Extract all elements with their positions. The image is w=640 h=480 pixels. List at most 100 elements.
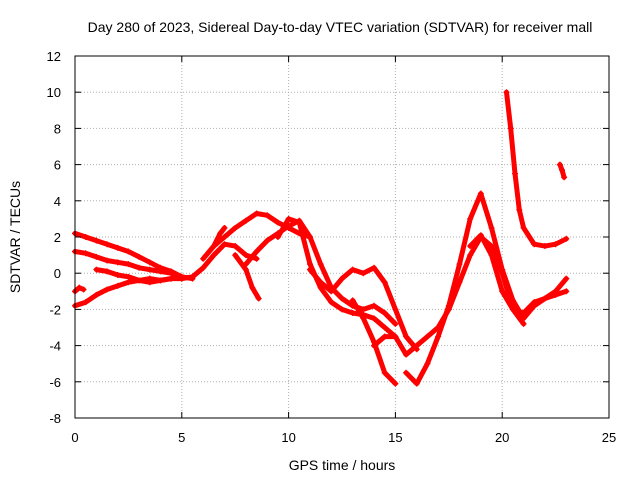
data-point: [467, 243, 474, 250]
y-tick-label: -2: [49, 302, 61, 317]
data-point: [509, 297, 516, 304]
data-point: [435, 333, 442, 340]
data-point: [424, 333, 431, 340]
data-point: [114, 272, 121, 279]
data-point: [210, 252, 217, 259]
data-point: [413, 346, 420, 353]
data-point: [381, 324, 388, 331]
data-point: [477, 232, 484, 239]
data-point: [306, 266, 313, 273]
data-point: [255, 295, 262, 302]
data-point: [516, 206, 523, 213]
data-point: [82, 250, 89, 257]
data-point: [488, 252, 495, 259]
data-point: [541, 295, 548, 302]
series-track-4: [72, 284, 87, 295]
data-point: [520, 310, 527, 317]
data-point: [477, 190, 484, 197]
data-point: [104, 286, 111, 293]
series-trace: [232, 252, 262, 301]
data-point: [499, 266, 506, 273]
data-point: [403, 369, 410, 376]
data-point: [296, 219, 303, 226]
data-point: [93, 266, 100, 273]
data-point: [503, 89, 510, 96]
data-point: [456, 261, 463, 268]
data-point: [381, 333, 388, 340]
data-point: [371, 302, 378, 309]
data-point: [274, 219, 281, 226]
data-series: [72, 89, 570, 387]
data-point: [249, 284, 256, 291]
data-point: [136, 264, 143, 271]
series-track-2: [72, 248, 185, 280]
data-point: [563, 235, 570, 242]
data-point: [552, 241, 559, 248]
y-tick-label: 0: [54, 266, 61, 281]
data-point: [146, 259, 153, 266]
data-point: [306, 234, 313, 240]
data-point: [349, 297, 356, 304]
data-point: [552, 291, 559, 298]
data-point: [242, 252, 249, 259]
data-point: [381, 369, 388, 376]
series-trace: [467, 232, 569, 316]
series-trace: [179, 241, 260, 282]
data-point: [104, 257, 111, 264]
data-point: [242, 217, 249, 224]
data-point: [114, 259, 121, 266]
y-tick-label: 10: [47, 85, 61, 100]
data-point: [189, 273, 196, 280]
data-point: [168, 275, 175, 282]
data-point: [531, 241, 538, 248]
y-tick-label: -8: [49, 411, 61, 426]
data-point: [146, 266, 153, 273]
data-point: [242, 266, 249, 273]
data-point: [403, 351, 410, 358]
data-point: [210, 243, 217, 250]
data-point: [512, 170, 519, 177]
data-point: [349, 310, 356, 317]
data-point: [317, 261, 324, 268]
axis-tick-labels: 0 5 10 15 20 25 -8 -6 -4 -2 0 2 4 6 8 10 12: [47, 49, 617, 445]
y-tick-label: -6: [49, 375, 61, 390]
data-point: [232, 243, 239, 250]
data-point: [456, 279, 463, 286]
data-point: [114, 282, 121, 289]
data-point: [82, 299, 89, 306]
series-track-16: [467, 232, 570, 317]
data-point: [104, 241, 111, 248]
data-point: [76, 284, 83, 291]
data-point: [360, 270, 367, 277]
data-point: [499, 288, 506, 295]
series-track-12: [306, 264, 420, 353]
data-point: [349, 266, 356, 273]
data-point: [339, 306, 345, 313]
data-point: [274, 234, 281, 240]
data-point: [125, 279, 132, 286]
data-point: [242, 261, 249, 268]
data-point: [445, 302, 452, 309]
data-point: [317, 284, 324, 291]
data-point: [424, 360, 431, 367]
data-point: [541, 243, 548, 250]
data-point: [146, 279, 153, 286]
data-point: [317, 279, 324, 286]
data-point: [371, 315, 378, 322]
data-point: [392, 380, 399, 387]
data-point: [221, 234, 228, 240]
series-track-18: [556, 161, 568, 181]
data-point: [104, 268, 111, 275]
data-point: [381, 279, 388, 286]
data-point: [392, 320, 399, 327]
data-point: [125, 261, 132, 268]
data-point: [232, 224, 239, 231]
series-track-6: [178, 241, 260, 282]
data-point: [93, 291, 100, 298]
data-point: [339, 275, 345, 282]
data-point: [371, 264, 378, 271]
y-tick-label: 8: [54, 121, 61, 136]
data-point: [413, 380, 420, 387]
series-trace: [275, 216, 527, 358]
